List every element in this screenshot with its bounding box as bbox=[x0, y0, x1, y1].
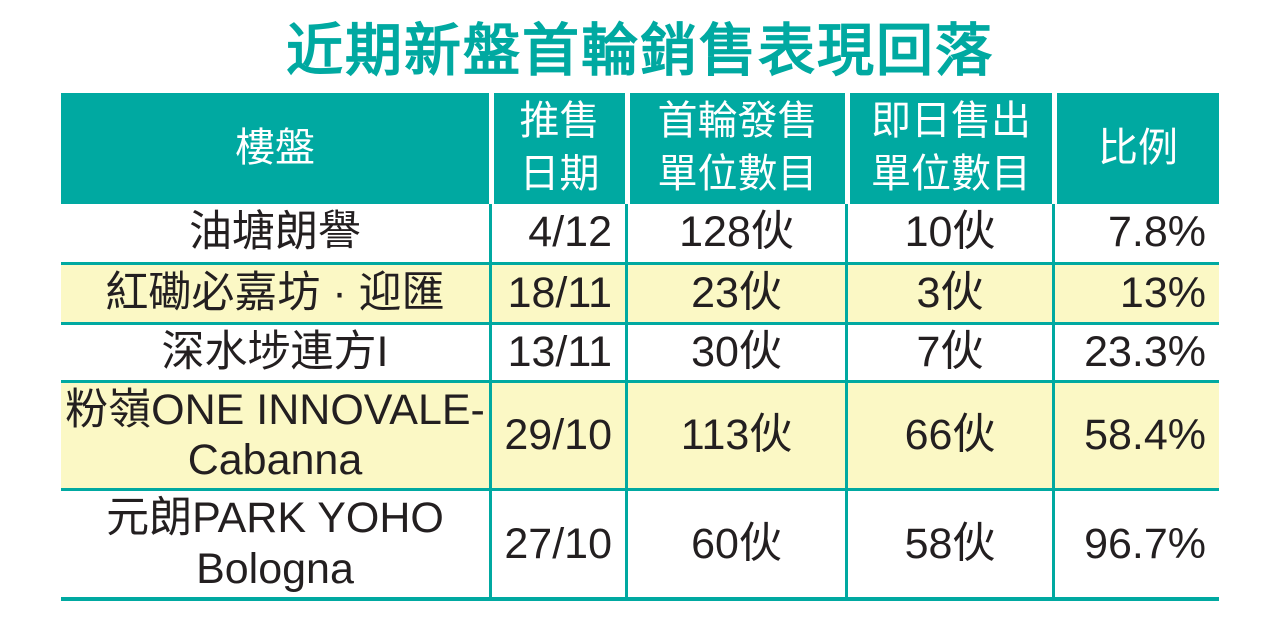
sold-units-cell: 58伙 bbox=[845, 491, 1052, 597]
ratio-cell: 58.4% bbox=[1052, 382, 1219, 489]
header-cell-sold-units: 即日售出 單位數目 bbox=[845, 92, 1052, 204]
ratio-cell: 7.8% bbox=[1052, 203, 1219, 262]
ratio-cell: 23.3% bbox=[1052, 324, 1219, 380]
header-row: 樓盤 推售 日期 首輪發售 單位數目 即日售出 單位數目 比例 bbox=[61, 92, 1219, 204]
launch-date-cell: 27/10 bbox=[489, 491, 625, 597]
first-round-units-cell: 113伙 bbox=[625, 382, 845, 489]
header-cell-property: 樓盤 bbox=[235, 125, 315, 170]
first-round-units-cell: 23伙 bbox=[625, 264, 845, 322]
page-title: 近期新盤首輪銷售表現回落 bbox=[286, 19, 994, 83]
header-cell-first-round-units: 首輪發售 單位數目 bbox=[625, 92, 845, 204]
sold-units-cell: 66伙 bbox=[845, 382, 1052, 489]
news-graphic: 近期新盤首輪銷售表現回落 樓盤 推售 日期 首輪發售 單位數目 即日售出 單位數… bbox=[0, 20, 1280, 633]
ratio-cell: 13% bbox=[1052, 264, 1219, 322]
property-name-cell: 粉嶺ONE INNOVALE- Cabanna bbox=[65, 385, 485, 485]
property-name-cell: 深水埗連方I bbox=[161, 327, 389, 376]
ratio-cell: 96.7% bbox=[1052, 491, 1219, 597]
table-row: 深水埗連方I 13/11 30伙 7伙 23.3% bbox=[61, 321, 1219, 380]
header-cell-launch-date: 推售 日期 bbox=[489, 92, 625, 204]
table-row: 元朗PARK YOHO Bologna 27/10 60伙 58伙 96.7% bbox=[61, 488, 1219, 597]
table-row: 油塘朗譽 4/12 128伙 10伙 7.8% bbox=[61, 203, 1219, 262]
sold-units-cell: 3伙 bbox=[845, 264, 1052, 322]
launch-date-cell: 18/11 bbox=[489, 264, 625, 322]
launch-date-cell: 29/10 bbox=[489, 382, 625, 489]
table-row: 粉嶺ONE INNOVALE- Cabanna 29/10 113伙 66伙 5… bbox=[61, 379, 1219, 489]
sold-units-cell: 10伙 bbox=[845, 203, 1052, 262]
first-round-units-cell: 60伙 bbox=[625, 491, 845, 597]
sold-units-cell: 7伙 bbox=[845, 324, 1052, 380]
table-row: 紅磡必嘉坊 · 迎匯 18/11 23伙 3伙 13% bbox=[61, 261, 1219, 322]
property-name-cell: 紅磡必嘉坊 · 迎匯 bbox=[105, 268, 445, 317]
launch-date-cell: 13/11 bbox=[489, 324, 625, 380]
first-round-units-cell: 30伙 bbox=[625, 324, 845, 380]
sales-table: 樓盤 推售 日期 首輪發售 單位數目 即日售出 單位數目 比例 油塘朗譽 4/1… bbox=[61, 92, 1219, 601]
first-round-units-cell: 128伙 bbox=[625, 203, 845, 262]
header-cell-ratio: 比例 bbox=[1052, 92, 1219, 204]
property-name-cell: 油塘朗譽 bbox=[189, 208, 361, 257]
property-name-cell: 元朗PARK YOHO Bologna bbox=[106, 494, 444, 593]
launch-date-cell: 4/12 bbox=[489, 203, 625, 262]
